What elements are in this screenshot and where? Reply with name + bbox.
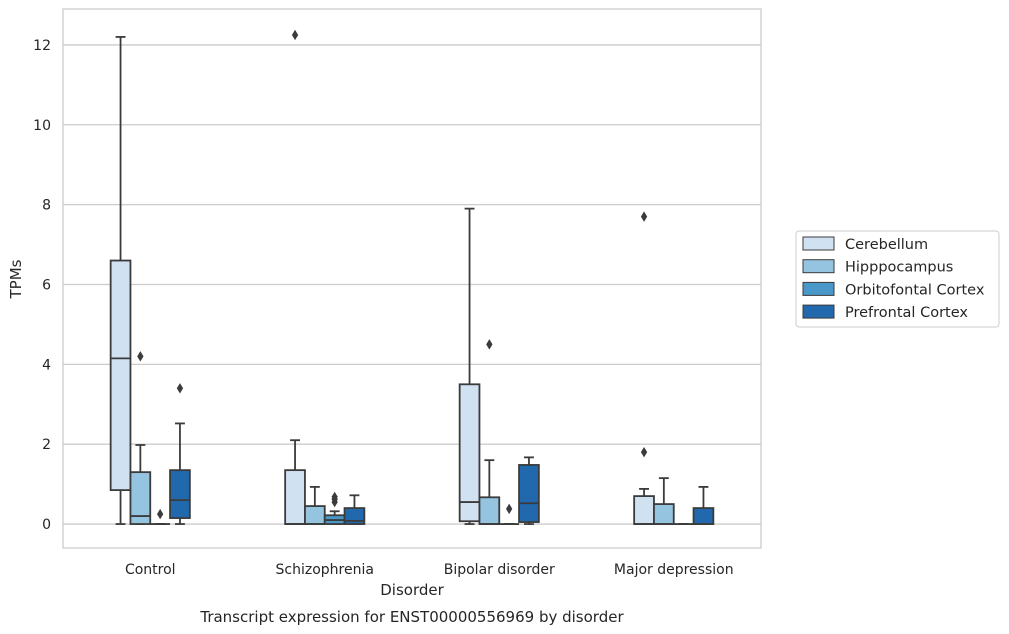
x-axis-label: Disorder <box>380 581 444 599</box>
y-tick-label: 8 <box>42 198 51 214</box>
box-outlier <box>506 503 513 515</box>
y-tick-label: 2 <box>42 437 51 453</box>
box-elements <box>109 29 715 525</box>
y-axis-label: TPMs <box>7 259 25 299</box>
x-tick-label: Major depression <box>614 562 734 578</box>
y-tick-label: 12 <box>33 38 51 54</box>
y-axis-ticks: 0 2 4 6 8 10 12 <box>33 38 51 533</box>
y-tick-label: 4 <box>42 357 51 373</box>
box-outlier <box>640 446 648 458</box>
box-rect <box>518 464 540 523</box>
box-outlier <box>331 491 338 503</box>
y-tick-label: 6 <box>42 277 51 293</box>
legend-swatch <box>802 259 835 274</box>
legend-frame <box>795 230 1000 328</box>
box-rect <box>633 495 655 525</box>
box-outlier <box>137 351 144 362</box>
legend-label: Prefrontal Cortex <box>845 305 968 321</box>
legend-label: Cerebellum <box>845 237 928 253</box>
plot-frame <box>62 8 762 549</box>
x-axis-ticks: Control Schizophrenia Bipolar disorder Majo… <box>125 562 734 578</box>
x-tick-label: Schizophrenia <box>276 562 374 578</box>
box-rect <box>692 507 715 525</box>
box-rect <box>304 505 326 525</box>
legend-swatch <box>802 304 835 319</box>
y-tick-label: 10 <box>33 118 51 134</box>
y-tick-label: 0 <box>42 517 51 533</box>
box-rect <box>478 496 501 525</box>
box-rect <box>284 469 306 525</box>
chart-title: Transcript expression for ENST0000055696… <box>199 608 624 626</box>
gridlines <box>63 44 761 525</box>
legend-label: Orbitofontal Cortex <box>845 282 985 298</box>
box-outlier <box>176 383 184 394</box>
legend: Cerebellum Hipppocampus Orbitofontal Corte… <box>795 230 1000 328</box>
box-rect <box>653 503 675 525</box>
box-outlier <box>291 29 299 41</box>
x-tick-label: Control <box>125 562 176 578</box>
box-outlier <box>486 339 493 350</box>
box-outlier <box>640 211 648 222</box>
box-rect <box>109 259 132 492</box>
box-rect <box>458 383 481 523</box>
box-outlier <box>157 508 164 520</box>
legend-label: Hipppocampus <box>845 260 953 276</box>
box-rect <box>169 469 191 519</box>
legend-swatch <box>802 281 835 296</box>
box-rect <box>129 471 152 525</box>
legend-swatch <box>802 236 835 251</box>
x-tick-label: Bipolar disorder <box>444 562 555 578</box>
